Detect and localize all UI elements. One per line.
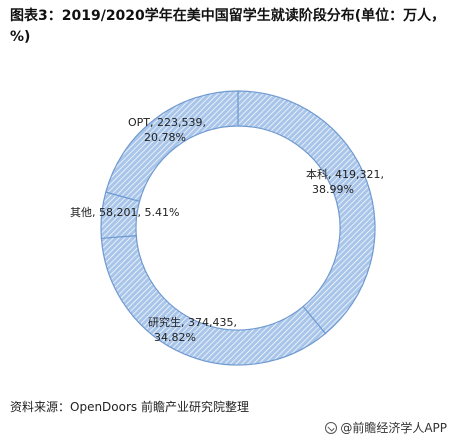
slice-labels: 本科, 419,321, 38.99% 研究生, 374,435, 34.82% 其他,… [70, 116, 384, 344]
brand-watermark: @前瞻经济学人APP [325, 419, 447, 436]
donut-slices [100, 90, 376, 366]
slice-label-line1: OPT, 223,539, [128, 116, 206, 129]
slice-label-line1: 本科, 419,321, [306, 167, 384, 181]
slice-label-line1: 研究生, 374,435, [148, 315, 237, 329]
brand-text: @前瞻经济学人APP [340, 421, 447, 435]
slice-本科 [237, 90, 376, 335]
slice-研究生 [100, 235, 327, 366]
slice-label-line2: 20.78% [144, 131, 186, 144]
slice-OPT [105, 90, 239, 203]
slice-label-本科: 本科, 419,321, 38.99% [306, 167, 384, 196]
slice-label-line2: 34.82% [154, 331, 196, 344]
source-note: 资料来源：OpenDoors 前瞻产业研究院整理 [10, 400, 249, 414]
brand-logo-icon [325, 421, 338, 434]
slice-label-OPT: OPT, 223,539, 20.78% [128, 116, 206, 144]
slice-label-line1: 其他, 58,201, 5.41% [70, 206, 179, 219]
slice-label-研究生: 研究生, 374,435, 34.82% [148, 315, 237, 344]
chart-title: 图表3：2019/2020学年在美中国留学生就读阶段分布(单位：万人，%) [10, 8, 446, 45]
slice-label-line2: 38.99% [312, 183, 354, 196]
slice-label-其他: 其他, 58,201, 5.41% [70, 206, 179, 219]
